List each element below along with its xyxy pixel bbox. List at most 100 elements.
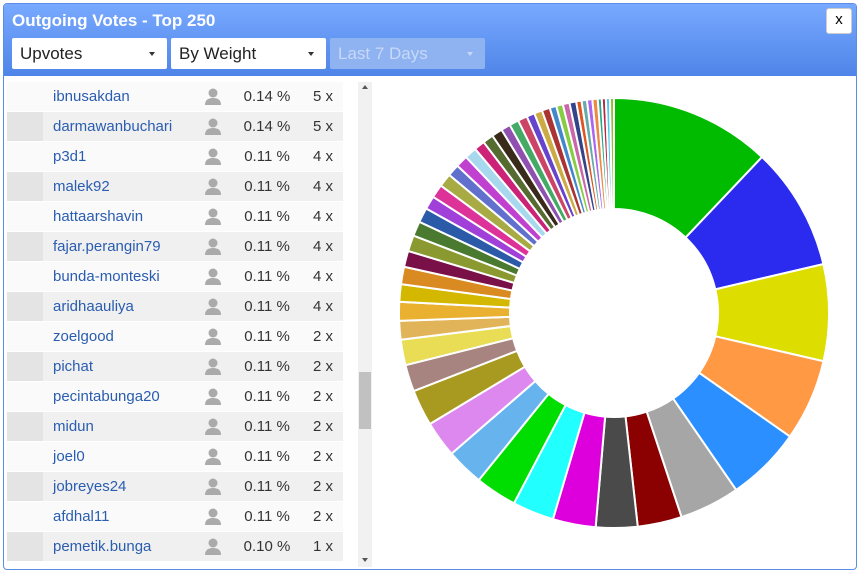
person-icon [205,268,221,285]
user-icon [195,352,231,381]
donut-slice [398,283,513,309]
table-row: jobreyes24 0.11 % 2 x [7,472,343,501]
donut-slice [398,315,512,341]
table-row: aridhaauliya 0.11 % 4 x [7,292,343,321]
person-icon [205,148,221,165]
username[interactable]: fajar.perangin79 [53,238,161,255]
row-spacer [7,532,43,561]
user-icon [195,502,231,531]
table-row: p3d1 0.11 % 4 x [7,142,343,171]
table-row: joel0 0.11 % 2 x [7,442,343,471]
user-icon [195,172,231,201]
user-icon [195,262,231,291]
person-icon [205,88,221,105]
vote-share: 0.11 % [244,148,290,165]
username[interactable]: zoelgood [53,328,114,345]
donut-slice [671,371,792,492]
donut-slice [455,155,544,244]
donut-slice [554,102,591,215]
vote-count: 2 x [312,418,333,435]
vote-count: 4 x [312,148,333,165]
vote-count: 1 x [312,538,333,555]
username[interactable]: malek92 [53,178,110,195]
user-icon [195,412,231,441]
close-button[interactable]: x [826,8,852,34]
donut-slice [561,101,594,214]
username[interactable]: bunda-monteski [53,268,160,285]
scrollbar[interactable] [358,82,372,567]
donut-slice [585,98,605,211]
donut-slice [624,410,683,528]
user-icon [195,382,231,411]
vote-share: 0.11 % [244,448,290,465]
username[interactable]: pichat [53,358,94,375]
donut-slice [697,335,825,438]
donut-slice [406,234,519,285]
donut-slice [540,106,585,217]
dialog: Outgoing Votes - Top 250 x Upvotes By We… [3,3,857,570]
vote-share: 0.11 % [244,358,290,375]
table-row: darmawanbuchari 0.14 % 5 x [7,112,343,141]
donut-slice [424,195,528,264]
title: Outgoing Votes - Top 250 [12,11,216,30]
donut-slice [500,123,565,226]
vote-count: 5 x [312,118,333,135]
username[interactable]: pecintabunga20 [53,388,160,405]
donut-slice [428,365,537,456]
donut-slice [512,403,586,521]
username[interactable]: aridhaauliya [53,298,134,315]
table-row: pichat 0.11 % 2 x [7,352,343,381]
vote-count: 2 x [312,448,333,465]
donut-slice [482,134,557,232]
username[interactable]: darmawanbuchari [53,118,173,135]
username[interactable]: pemetik.bunga [53,538,152,555]
sort-select[interactable]: By Weight [171,38,326,69]
username[interactable]: p3d1 [53,148,87,165]
donut-slice [431,184,532,259]
user-icon [195,232,231,261]
username[interactable]: joel0 [53,448,85,465]
donut-slice [516,115,574,222]
row-spacer [7,322,43,351]
username[interactable]: midun [53,418,94,435]
user-icon [195,292,231,321]
person-icon [205,448,221,465]
person-icon [205,388,221,405]
donut-slice [594,415,639,529]
username[interactable]: hattaarshavin [53,208,144,225]
table-row: ibnusakdan 0.14 % 5 x [7,82,343,111]
vote-share: 0.11 % [244,478,290,495]
vote-share: 0.14 % [243,88,291,105]
row-spacer [7,442,43,471]
table-row: midun 0.11 % 2 x [7,412,343,441]
period-select: Last 7 Days [330,38,485,69]
username[interactable]: jobreyes24 [53,478,127,495]
username[interactable]: ibnusakdan [53,88,130,105]
scroll-thumb[interactable] [359,372,371,429]
donut-slice [574,99,600,212]
row-spacer [7,142,43,171]
table-row: afdhal11 0.11 % 2 x [7,502,343,531]
user-icon [195,532,231,561]
donut-slice [447,164,540,248]
donut-slice [551,411,607,529]
donut-slice [404,337,519,393]
vote-count: 4 x [312,268,333,285]
donut-slice [600,97,612,211]
donut-slice [645,397,738,519]
table-row: fajar.perangin79 0.11 % 4 x [7,232,343,261]
donut-slice [604,97,614,211]
user-icon [195,442,231,471]
vote-type-select[interactable]: Upvotes [12,38,167,69]
donut-slice [608,96,615,211]
person-icon [205,298,221,315]
vote-share: 0.11 % [244,178,290,195]
user-icon [195,322,231,351]
scroll-arrows [362,85,368,562]
person-icon [205,508,221,525]
username[interactable]: afdhal11 [53,508,110,525]
person-icon [205,358,221,375]
vote-share: 0.10 % [243,538,291,555]
user-icon [195,112,231,141]
